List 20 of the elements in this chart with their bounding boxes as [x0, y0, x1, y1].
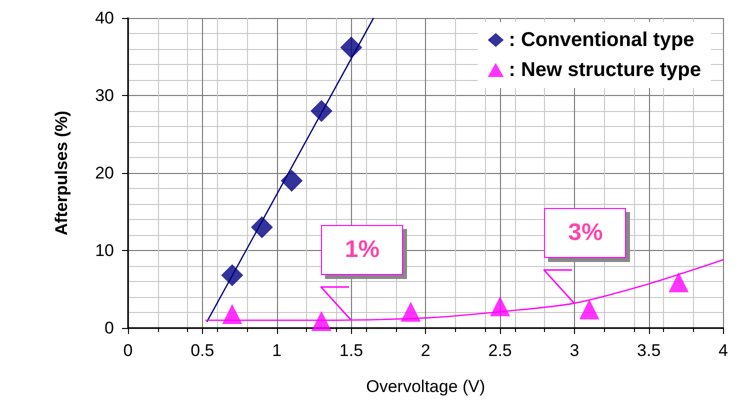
annotation: 1% — [321, 225, 404, 276]
y-tick-label: 40 — [95, 8, 114, 28]
legend-label: : Conventional type — [508, 29, 694, 51]
x-tick-label: 3.5 — [637, 341, 661, 360]
x-tick-label: 1.5 — [339, 341, 364, 360]
y-tick-label: 10 — [95, 241, 114, 260]
y-tick-label: 30 — [95, 86, 114, 105]
x-tick-label: 2.5 — [488, 341, 512, 360]
x-axis-title: Overvoltage (V) — [366, 377, 486, 396]
x-tick-label: 2 — [420, 341, 430, 360]
legend-label: : New structure type — [508, 59, 701, 81]
x-tick-label: 0 — [123, 341, 133, 360]
y-tick-label: 20 — [95, 164, 114, 182]
x-tick-label: 3 — [570, 341, 580, 360]
x-tick-label: 0.5 — [190, 341, 214, 360]
y-axis-title: Afterpulses (%) — [52, 110, 71, 236]
x-tick-label: 1 — [272, 341, 282, 360]
annotation: 3% — [544, 208, 626, 258]
y-tick-label: 0 — [104, 318, 114, 338]
x-tick-label: 4 — [718, 341, 728, 360]
